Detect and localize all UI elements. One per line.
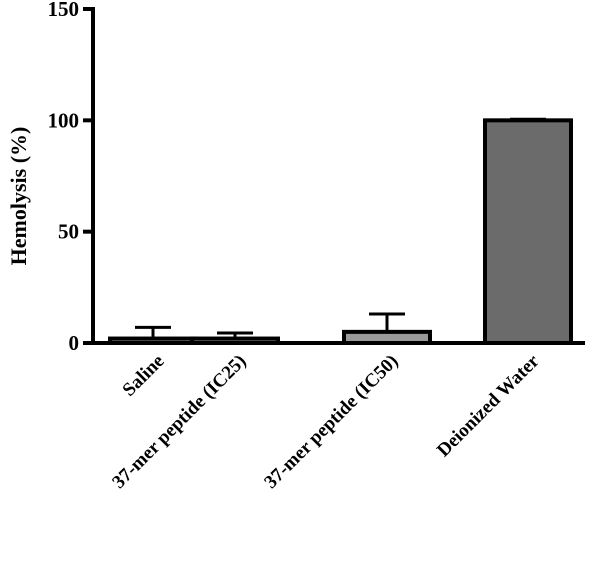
bar <box>108 336 198 345</box>
category-label: Deionized Water <box>433 350 544 461</box>
bar <box>483 118 573 346</box>
y-tick-label: 150 <box>48 0 80 21</box>
y-tick-label: 100 <box>48 108 80 132</box>
bars <box>108 118 573 346</box>
y-tick-label: 50 <box>58 220 79 244</box>
tick-labels: 0 50 100 150 <box>48 0 80 355</box>
y-tick-label: 0 <box>69 331 80 355</box>
bar <box>342 329 432 346</box>
y-axis-title: Hemolysis (%) <box>6 127 31 266</box>
bar <box>190 336 280 345</box>
category-label: 37-mer peptide (IC25) <box>108 351 250 493</box>
category-label: 37-mer peptide (IC50) <box>260 351 402 493</box>
error-bars <box>135 117 546 339</box>
category-label: Saline <box>119 351 169 401</box>
